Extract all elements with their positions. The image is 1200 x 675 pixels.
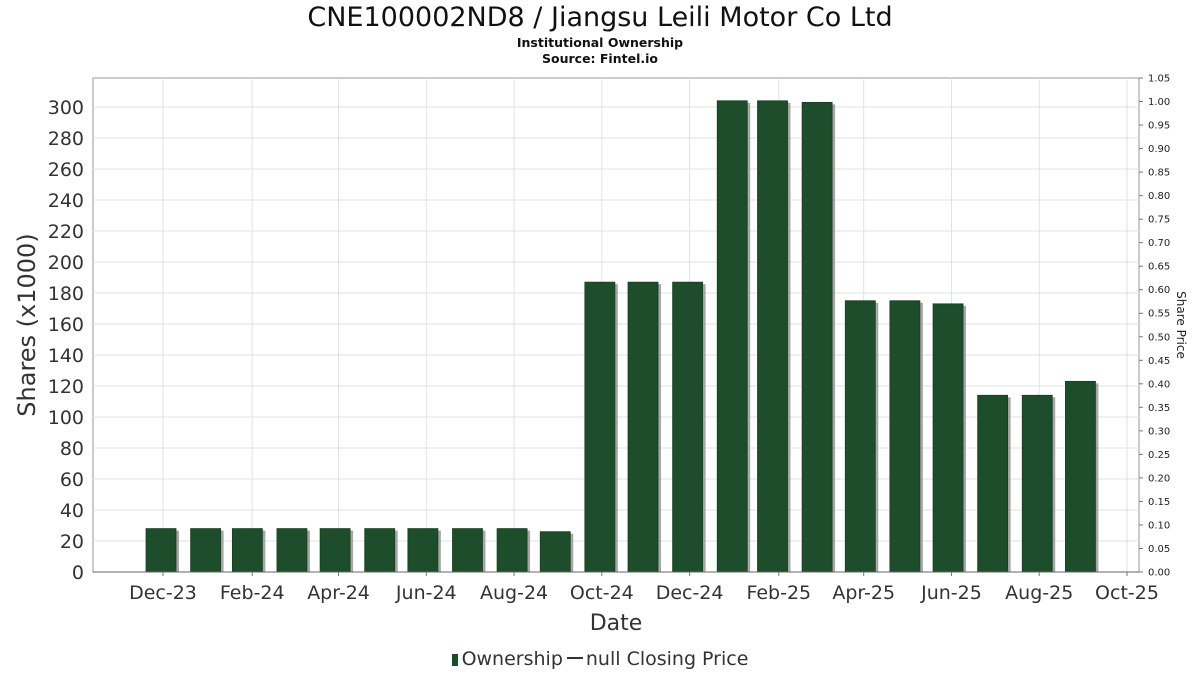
ownership-bar: [145, 528, 177, 573]
ownership-bar: [364, 528, 396, 573]
x-axis-title: Date: [590, 611, 643, 636]
y2-tick-label: 1.00: [1148, 97, 1170, 108]
y-tick-label: 300: [48, 97, 84, 119]
y2-tick-label: 0.90: [1148, 144, 1170, 155]
ownership-bar: [496, 528, 528, 573]
y2-tick-label: 0.85: [1148, 168, 1170, 179]
y2-tick-label: 0.50: [1148, 332, 1170, 343]
y2-axis-title: Share Price: [1174, 291, 1188, 359]
y-tick-label: 60: [60, 469, 84, 491]
y2-tick-label: 0.55: [1148, 309, 1170, 320]
y-tick-label: 80: [60, 438, 84, 460]
x-tick-label: Aug-25: [1005, 582, 1073, 604]
y2-tick-label: 0.00: [1148, 568, 1170, 579]
chart-legend: Ownership null Closing Price: [0, 647, 1200, 671]
ownership-bar: [716, 100, 748, 573]
ownership-bar: [757, 100, 788, 573]
y-tick-label: 220: [48, 221, 84, 243]
ownership-bar: [844, 300, 876, 573]
x-tick-label: Jun-25: [920, 582, 982, 604]
ownership-bar: [672, 281, 704, 573]
x-tick-label: Jun-24: [395, 582, 457, 604]
y2-tick-label: 0.45: [1148, 356, 1170, 367]
y-tick-label: 120: [48, 376, 84, 398]
y2-tick-label: 0.15: [1148, 497, 1170, 508]
legend-ownership-swatch: [451, 654, 458, 666]
x-tick-label: Dec-23: [129, 582, 197, 604]
y2-tick-label: 0.95: [1148, 121, 1170, 132]
y2-tick-label: 0.30: [1148, 426, 1170, 437]
y2-tick-label: 0.80: [1148, 191, 1170, 202]
ownership-bar: [452, 528, 483, 573]
y-tick-label: 200: [48, 252, 84, 274]
chart-title: CNE100002ND8 / Jiangsu Leili Motor Co Lt…: [307, 2, 893, 33]
y2-tick-label: 0.40: [1148, 379, 1170, 390]
y2-tick-label: 0.35: [1148, 403, 1170, 414]
ownership-bar: [407, 528, 439, 573]
y-tick-label: 0: [72, 562, 84, 584]
x-tick-label: Apr-25: [832, 582, 895, 604]
ownership-bar: [231, 528, 263, 573]
y-tick-label: 260: [48, 159, 84, 181]
x-tick-label: Feb-24: [220, 582, 285, 604]
ownership-bar: [1021, 394, 1053, 573]
x-tick-label: Aug-24: [480, 582, 548, 604]
ownership-bar: [539, 531, 571, 573]
x-tick-label: Apr-24: [307, 582, 370, 604]
ownership-bar: [977, 394, 1009, 573]
ownership-bar: [319, 528, 351, 573]
legend-ownership-label: Ownership: [461, 648, 563, 670]
ownership-bar: [627, 281, 659, 573]
y2-tick-label: 0.70: [1148, 238, 1170, 249]
legend-price-label: null Closing Price: [585, 648, 749, 670]
y-tick-label: 140: [48, 345, 84, 367]
y2-tick-label: 0.25: [1148, 450, 1170, 461]
y2-tick-label: 0.60: [1148, 285, 1170, 296]
y-tick-label: 280: [48, 128, 84, 150]
ownership-bar: [276, 528, 308, 573]
y-tick-label: 20: [60, 531, 84, 553]
legend-price-line: [566, 657, 583, 659]
y2-tick-label: 0.05: [1148, 544, 1170, 555]
y-tick-label: 240: [48, 190, 84, 212]
ownership-bar: [801, 101, 833, 573]
chart-subtitle: Institutional Ownership: [516, 35, 684, 50]
x-tick-label: Feb-25: [746, 582, 811, 604]
y-tick-label: 100: [48, 407, 84, 429]
ownership-bar: [932, 303, 964, 573]
x-tick-label: Oct-25: [1095, 582, 1159, 604]
y-axis-title: Shares (x1000): [13, 233, 41, 416]
y2-tick-label: 0.75: [1148, 215, 1170, 226]
ownership-bar: [584, 281, 616, 573]
y-tick-label: 160: [48, 314, 84, 336]
ownership-bar: [190, 528, 222, 573]
ownership-bar: [889, 300, 921, 573]
chart-source: Source: Fintel.io: [542, 51, 658, 66]
y-tick-label: 180: [48, 283, 84, 305]
y-tick-label: 40: [60, 500, 84, 522]
x-tick-label: Dec-24: [656, 582, 724, 604]
y2-tick-label: 1.05: [1148, 74, 1170, 85]
y2-tick-label: 0.10: [1148, 520, 1170, 531]
y2-tick-label: 0.65: [1148, 262, 1170, 273]
y2-tick-label: 0.20: [1148, 473, 1170, 484]
x-tick-label: Oct-24: [570, 582, 634, 604]
ownership-bar: [1065, 380, 1096, 573]
